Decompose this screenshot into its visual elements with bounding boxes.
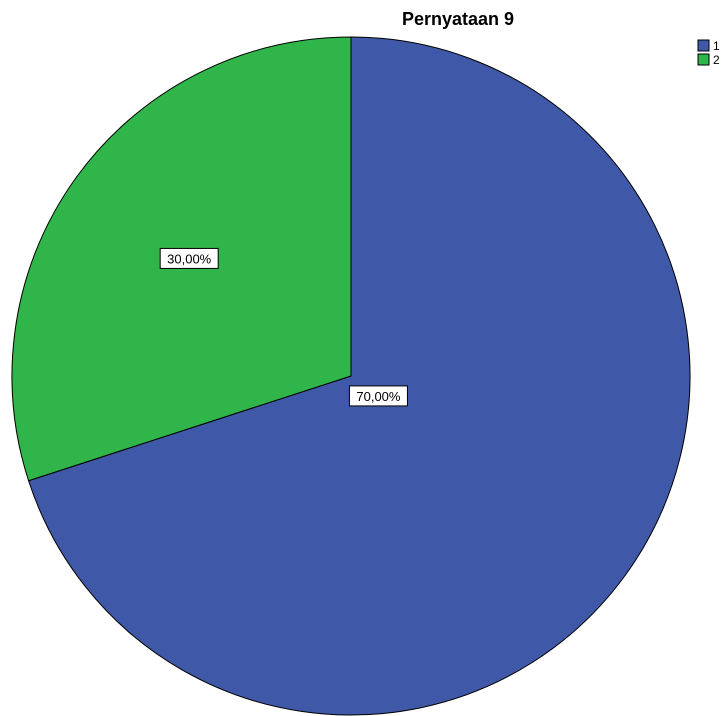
chart-title: Pernyataan 9 [402, 9, 514, 29]
pie-slice-1 [27, 36, 691, 716]
pie-slices [11, 36, 691, 716]
data-label-1: 70,00% [348, 385, 408, 407]
legend: 12 [697, 39, 720, 67]
data-label-2: 30,00% [159, 247, 219, 269]
legend-label: 1 [713, 39, 720, 53]
data-label-text: 30,00% [167, 251, 212, 266]
legend-item-1: 1 [697, 39, 720, 53]
pie-data-labels: 70,00% 30,00% [159, 247, 408, 407]
data-label-box [159, 247, 219, 269]
data-label-box [348, 385, 408, 407]
legend-swatch [697, 53, 710, 66]
legend-label: 2 [713, 53, 720, 67]
data-label-text: 70,00% [356, 389, 401, 404]
legend-swatch [697, 39, 710, 52]
legend-item-2: 2 [697, 53, 720, 67]
